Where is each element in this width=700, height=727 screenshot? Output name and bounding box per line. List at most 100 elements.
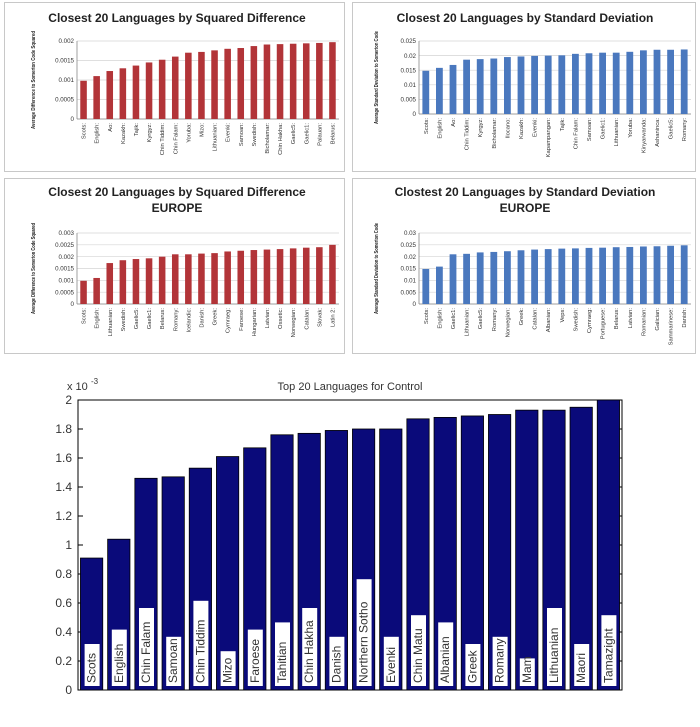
- x-tick-label: Romany:: [173, 308, 179, 332]
- y-tick-label: 1.6: [55, 451, 72, 465]
- chart-subtitle: EUROPE: [500, 201, 551, 215]
- bar-chin-tiddim: [463, 59, 470, 114]
- bar-evenki: [379, 428, 403, 691]
- x-tick-label: Romany:: [492, 308, 498, 332]
- x-tick-label: Scots:: [82, 308, 88, 324]
- bar-label-box: [84, 644, 100, 686]
- x-tick-label: Kyrgyz:: [147, 123, 153, 143]
- x-tick-label: Kinyarwanda:: [641, 118, 647, 154]
- y-tick-label: 1: [65, 538, 72, 552]
- x-tick: Norwegian:: [505, 308, 511, 338]
- y-tick-label: 0.005: [401, 97, 417, 104]
- x-tick: Palauan:: [317, 123, 323, 146]
- bar-belarus: [612, 247, 620, 304]
- chart-subtitle: EUROPE: [152, 201, 203, 215]
- bar-greek: [211, 253, 218, 304]
- x-tick-label: Faroese:: [239, 308, 245, 331]
- bar-english: [93, 277, 100, 304]
- bar-label: Northern Sotho: [356, 579, 372, 686]
- x-tick: Latvian:: [265, 308, 271, 329]
- x-tick: Kapampangan:: [546, 118, 552, 158]
- x-tick-label: Gaelic5:: [291, 123, 297, 145]
- bar-label: Scots: [84, 644, 100, 686]
- x-tick: Galician:: [655, 308, 661, 331]
- bar-kazakh: [119, 68, 127, 119]
- x-tick: Danish:: [682, 308, 688, 328]
- x-tick-label: Ossetic:: [278, 308, 284, 329]
- y-tick-label: 0.01: [404, 278, 417, 285]
- bar-label-text: Faroese: [248, 639, 262, 683]
- chart-panel-squared-difference: Closest 20 Languages by Squared Differen…: [4, 2, 345, 172]
- bar-label-text: Tamazight: [601, 628, 615, 683]
- x-tick: Ilocano:: [505, 118, 511, 139]
- bar-label-box: [111, 629, 127, 686]
- bar-lithuanian: [106, 263, 114, 304]
- bar-kinyarwanda: [640, 50, 647, 114]
- bar-albanian: [544, 249, 552, 304]
- x-tick-label: Scots:: [82, 123, 88, 139]
- bar-ashaninca: [653, 49, 661, 115]
- bar-label-box: [383, 636, 399, 686]
- bar-bicholamar: [263, 44, 271, 120]
- bar-mam: [515, 409, 539, 691]
- bar-swedish: [119, 260, 127, 304]
- x-tick: Gaelic5:: [669, 118, 675, 140]
- x-tick-label: Greek:: [213, 308, 219, 326]
- x-tick-label: Yoruba:: [186, 123, 192, 143]
- y-axis-label-text: Average Difference to Somerton Code Squa…: [31, 223, 37, 314]
- bar-label: Evenki: [383, 636, 399, 686]
- x-tick-label: Ao:: [108, 123, 114, 132]
- x-tick-label: Lithuanian:: [108, 308, 114, 337]
- x-tick: Sammarinese:: [669, 308, 675, 346]
- x-tick: Kyrgyz:: [147, 123, 153, 143]
- bar-label-box: [329, 636, 345, 686]
- x-tick: Romany:: [492, 308, 498, 332]
- y-exponent-label: x 10: [67, 381, 88, 393]
- x-tick: Kinyarwanda:: [641, 118, 647, 154]
- bar-label: Samoan: [166, 636, 182, 686]
- x-tick-label: Latvian:: [628, 308, 634, 329]
- bar-samoan: [161, 476, 185, 691]
- x-tick: Swedish:: [252, 123, 258, 147]
- y-tick-label: 1.8: [55, 422, 72, 436]
- y-tick-label: 0.025: [401, 38, 417, 45]
- x-tick-label: English:: [437, 308, 443, 329]
- bar-label-text: Danish: [329, 646, 343, 683]
- bar-palauan: [316, 42, 323, 120]
- bar-label-text: Mam: [520, 656, 534, 683]
- x-tick: Lithuanian:: [614, 118, 620, 147]
- bar-mizo: [198, 51, 205, 119]
- x-tick: Scots:: [424, 118, 430, 134]
- x-tick-label: Gaelic5:: [134, 308, 140, 330]
- x-tick-label: Swedish:: [573, 308, 579, 332]
- bar-hungarian: [250, 250, 258, 304]
- x-tick: Veps:: [560, 308, 566, 323]
- bar-kyrgyz: [145, 62, 153, 119]
- bar-latvian: [626, 246, 634, 304]
- bar-latin-2: [329, 244, 336, 304]
- y-axis-label: Average Standard Deviation to Somerton C…: [374, 31, 380, 124]
- bar-icelandic: [185, 254, 192, 304]
- x-tick: Greek:: [519, 308, 525, 326]
- y-axis-label-text: Average Standard Deviation to Somerton C…: [374, 31, 380, 124]
- x-tick: Gaelic1:: [147, 308, 153, 330]
- bar-ossetic: [276, 249, 284, 304]
- x-tick: Lithuanian:: [213, 123, 219, 152]
- x-tick: Gaelic1:: [601, 118, 607, 140]
- x-tick-label: Chin Falam:: [173, 123, 179, 155]
- bar-romany: [488, 414, 512, 691]
- x-tick-label: Swedish:: [252, 123, 258, 147]
- x-tick-label: Galician:: [655, 308, 661, 331]
- bar-belarus: [158, 256, 166, 304]
- bar-label: Chin Hakha: [302, 608, 318, 686]
- x-tick-label: Kapampangan:: [546, 118, 552, 158]
- x-tick-label: Sammarinese:: [669, 308, 675, 346]
- bar-label-box: [193, 600, 209, 686]
- bar-cymraeg: [224, 251, 231, 304]
- chart-title: Closest 20 Languages by Squared Differen…: [48, 185, 306, 199]
- bar-label-text: Chin Hakha: [302, 620, 316, 683]
- x-tick-label: Lithuanian:: [213, 123, 219, 152]
- x-tick-label: Scots:: [424, 308, 430, 324]
- x-tick: Chin Hakha:: [278, 123, 284, 155]
- x-tick-label: Portuguese:: [601, 308, 607, 340]
